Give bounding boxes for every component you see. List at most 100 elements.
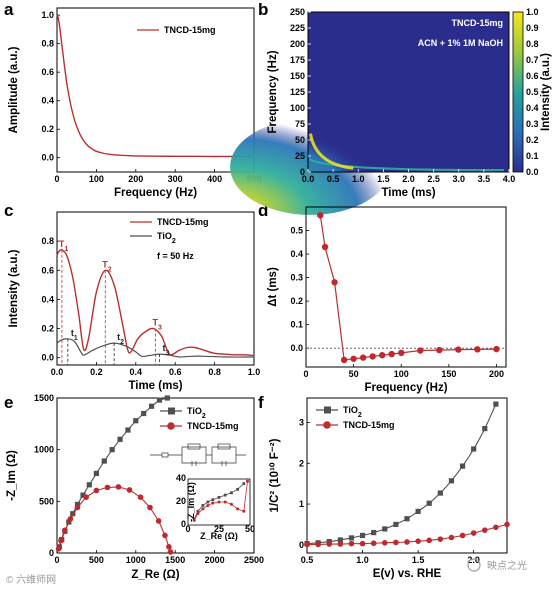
data-point-tncd [58, 537, 64, 544]
x-tick-label: 1000 [126, 555, 146, 565]
plot-frame [56, 397, 255, 554]
x-axis-title: Time (ms) [128, 380, 182, 392]
y-tick-label: 0 [49, 548, 54, 558]
legend-tncd-label: TNCD-15mg [157, 217, 209, 227]
x-tick-label: 1.0 [352, 174, 365, 184]
data-point-tncd [415, 538, 421, 544]
data-point-tncd [55, 546, 62, 552]
inset-data-point-tncd [196, 512, 200, 515]
x-tick-label: 500 [89, 555, 104, 565]
x-tick-label: 1.0 [356, 555, 369, 565]
data-point-tncd [337, 541, 344, 547]
data-point-tio2 [101, 458, 107, 464]
x-tick-label: 400 [207, 174, 222, 184]
peak-label: T2 [102, 259, 112, 273]
series-line-tio2 [56, 338, 255, 358]
data-point-tio2 [382, 526, 388, 532]
y-tick-label: 0.3 [290, 273, 303, 283]
panel-letter-e: e [4, 393, 13, 412]
data-point-tncd [426, 537, 433, 544]
panel-e-chart: 0 500 1000 1500 2000 2500050010001500TiO2TNCD… [6, 393, 264, 581]
y-axis-title: Amplitude (a.u.) [8, 46, 20, 133]
data-point-tncd [162, 532, 168, 539]
legend-tio2-label: TiO2 [187, 406, 206, 420]
data-point [398, 349, 405, 357]
data-point-tio2 [109, 447, 115, 453]
data-point-tio2 [471, 446, 477, 452]
x-tick-label: 1.0 [248, 367, 261, 377]
equivalent-circuit-diagram [150, 443, 246, 466]
inset-x-tick-label: 0 [185, 524, 190, 534]
x-axis-title: E(v) vs. RHE [373, 568, 442, 580]
data-point [436, 346, 443, 354]
colorbar [512, 11, 524, 173]
panel-c-chart: 0.0 0.2 0.4 0.6 0.8 1.0 0.0 0.2 0.4 0.6 0.8 T1 T2 T3 t… [8, 211, 261, 392]
x-tick-label: 0.0 [51, 367, 64, 377]
x-tick-label: 0 [54, 174, 59, 184]
panel-b-heatmap: 0.0 0.5 1.0 1.5 2.0 2.5 3.0 3.5 4.0 0 25 50 75 100 125… [230, 7, 552, 215]
inset-data-point-tio2 [236, 487, 239, 491]
y-tick-label: 75 [295, 119, 305, 129]
legend-tio2-label: TiO2 [157, 231, 176, 245]
data-point-tncd [326, 541, 333, 547]
data-point-tio2 [437, 490, 443, 496]
x-tick-label: 200 [128, 174, 143, 184]
plot-frame [56, 211, 255, 366]
data-point [417, 347, 424, 354]
x-tick-label: 3.5 [478, 174, 491, 184]
peak-label: T1 [59, 239, 69, 253]
watermark-left: © 六维师网 [6, 573, 56, 586]
inset-y-tick-label: 20 [176, 496, 186, 506]
x-tick-label: 0.5 [327, 174, 340, 184]
data-point [321, 243, 329, 251]
data-point-tio2 [404, 516, 410, 522]
inset-data-point-tncd [229, 502, 233, 506]
x-tick-label: 0.4 [130, 367, 143, 377]
inset-series-line-tio2 [193, 483, 245, 520]
inset-data-point-tncd [217, 500, 221, 504]
data-point-tncd [470, 530, 477, 536]
y-tick-label: 125 [290, 87, 305, 97]
data-point-tncd [104, 484, 111, 491]
data-point-tio2 [117, 436, 123, 442]
y-tick-label: 0.4 [41, 294, 54, 304]
data-point-tncd [155, 518, 162, 524]
inset-data-point-tio2 [196, 509, 200, 513]
data-point-tncd [126, 487, 133, 493]
legend-frequency-note: f = 50 Hz [157, 251, 194, 261]
data-point-tncd [62, 527, 68, 534]
data-point-tio2 [125, 427, 131, 433]
y-tick-label: 200 [290, 39, 305, 49]
x-tick-label: 50 [349, 369, 359, 379]
data-point [455, 346, 462, 353]
panel-a-chart: 01002003004005000.00.20.40.60.81.0TNCD-1… [8, 7, 262, 199]
colorbar-tick-label: 0.7 [526, 55, 539, 65]
heatmap-peak-band [309, 133, 354, 170]
y-tick-label: 500 [39, 496, 54, 506]
data-point-tio2 [141, 410, 147, 417]
data-point-tio2 [393, 521, 399, 528]
colorbar-tick-label: 0.0 [526, 167, 539, 177]
x-tick-label: 2.5 [427, 174, 440, 184]
x-tick-label: 100 [89, 174, 104, 184]
data-point-tncd [93, 487, 100, 494]
data-point [378, 352, 386, 359]
peak-label: t3 [162, 343, 169, 357]
data-point-tncd [83, 494, 89, 501]
data-point-tio2 [482, 425, 488, 432]
y-tick-label: 25 [295, 151, 305, 161]
plot-frame [306, 397, 508, 554]
y-tick-label: 1000 [34, 445, 54, 455]
colorbar-tick-label: 0.8 [526, 39, 539, 49]
data-point-tncd [381, 540, 388, 546]
watermark-right: 映点之光 [487, 559, 527, 572]
inset-plot: 0 25 50 0 20 40 Z_Re (Ω) -Z_Im (Ω) [176, 473, 255, 541]
data-point-tncd [304, 541, 310, 548]
colorbar-tick-label: 0.4 [526, 103, 539, 113]
data-point [359, 354, 367, 361]
data-point [493, 345, 500, 353]
data-point-tio2 [80, 492, 86, 498]
y-tick-label: 0.4 [290, 249, 303, 259]
x-tick-label: 0.2 [90, 367, 103, 377]
data-point-tio2 [337, 537, 343, 543]
